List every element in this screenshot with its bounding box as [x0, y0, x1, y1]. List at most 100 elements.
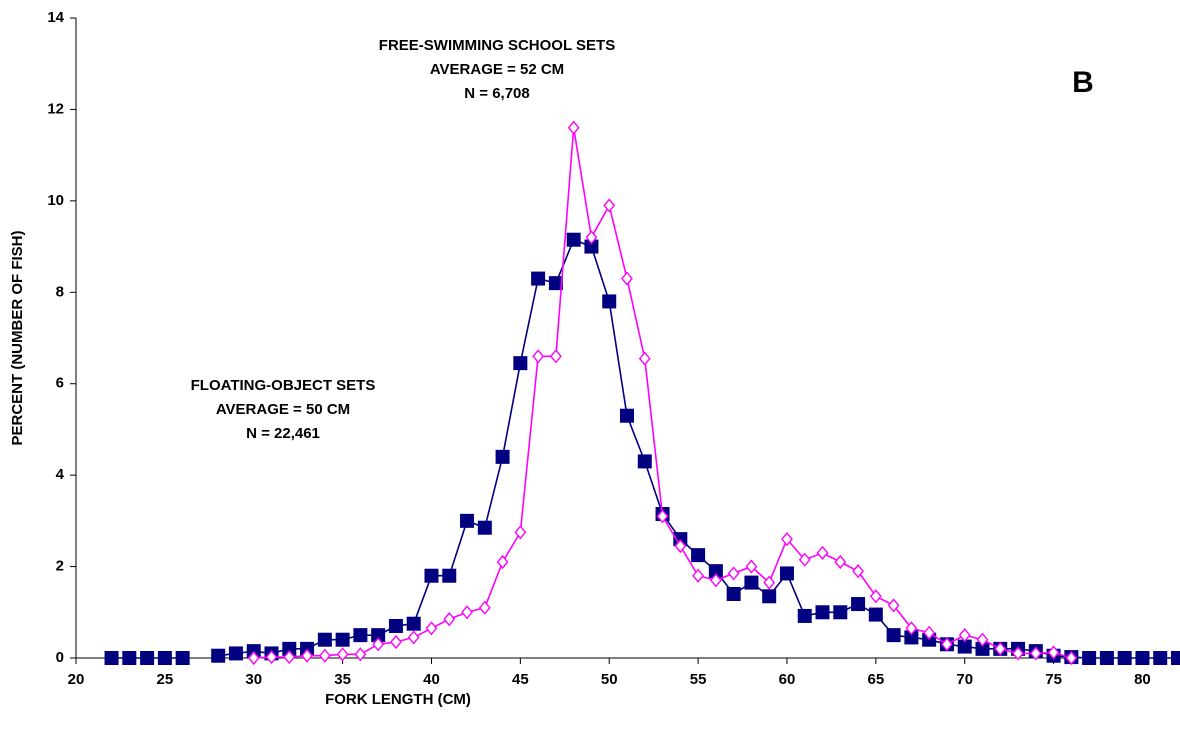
x-tick-label: 35 — [334, 671, 351, 688]
marker — [656, 509, 669, 524]
marker — [317, 632, 332, 647]
x-tick-label: 80 — [1134, 671, 1151, 688]
x-tick-label: 40 — [423, 671, 440, 688]
annotation: FREE-SWIMMING SCHOOL SETS — [379, 37, 615, 54]
marker — [1082, 651, 1097, 665]
marker — [798, 552, 811, 567]
marker — [353, 628, 368, 643]
marker — [122, 651, 137, 665]
x-tick-label: 45 — [512, 671, 529, 688]
marker — [797, 608, 812, 623]
marker — [1012, 646, 1024, 661]
marker — [692, 568, 705, 583]
marker — [584, 239, 599, 254]
y-tick-label: 6 — [56, 375, 64, 392]
marker — [887, 598, 900, 613]
marker — [335, 632, 350, 647]
marker — [104, 651, 119, 665]
y-tick-label: 10 — [47, 192, 64, 209]
marker — [566, 232, 581, 247]
marker — [744, 575, 759, 590]
marker — [1029, 646, 1042, 661]
marker — [140, 651, 155, 665]
marker — [1171, 651, 1180, 665]
marker — [1153, 651, 1168, 665]
marker — [495, 449, 510, 464]
x-axis-label: FORK LENGTH (CM) — [325, 691, 471, 708]
marker — [726, 587, 741, 601]
marker — [674, 538, 687, 554]
annotation: AVERAGE = 50 CM — [216, 401, 350, 418]
x-tick-label: 55 — [690, 671, 707, 688]
marker — [228, 646, 243, 661]
series-line — [253, 127, 1072, 659]
marker — [371, 628, 386, 643]
marker — [282, 641, 297, 656]
marker — [638, 351, 651, 366]
y-tick-label: 2 — [56, 558, 64, 575]
marker — [388, 619, 403, 633]
marker — [745, 559, 758, 574]
marker — [620, 408, 634, 423]
marker — [994, 641, 1007, 656]
marker — [354, 647, 367, 662]
marker — [407, 630, 420, 645]
marker — [425, 621, 438, 636]
marker — [868, 607, 883, 622]
marker — [211, 648, 226, 663]
y-axis-label: PERCENT (NUMBER OF FISH) — [9, 231, 26, 446]
marker — [603, 198, 616, 213]
marker — [531, 271, 546, 286]
marker — [461, 605, 473, 620]
marker — [460, 513, 475, 528]
marker — [1047, 645, 1060, 660]
marker — [637, 454, 652, 469]
marker — [318, 648, 331, 663]
marker — [406, 616, 421, 631]
marker — [958, 628, 971, 643]
marker — [265, 649, 278, 665]
marker — [886, 628, 901, 643]
series-line — [218, 238, 1178, 659]
panel-label: B — [1072, 66, 1094, 99]
marker — [941, 637, 953, 652]
marker — [833, 605, 848, 620]
marker — [442, 568, 457, 583]
marker — [621, 271, 633, 286]
x-tick-label: 70 — [956, 671, 973, 688]
marker — [157, 651, 172, 665]
marker — [708, 564, 723, 579]
marker — [905, 621, 918, 636]
x-tick-label: 30 — [245, 671, 262, 688]
marker — [976, 632, 989, 647]
x-tick-label: 20 — [68, 671, 85, 688]
marker — [815, 605, 830, 620]
marker — [247, 650, 260, 666]
marker — [852, 564, 864, 579]
y-tick-label: 12 — [47, 100, 64, 117]
marker — [301, 648, 313, 663]
marker — [548, 276, 563, 291]
marker — [424, 568, 439, 583]
marker — [957, 639, 972, 654]
marker — [834, 554, 847, 570]
marker — [779, 566, 794, 581]
marker — [478, 600, 491, 615]
marker — [781, 532, 793, 547]
marker — [496, 554, 509, 570]
marker — [763, 575, 776, 590]
marker — [816, 545, 829, 560]
annotation: FLOATING-OBJECT SETS — [191, 377, 376, 394]
marker — [390, 634, 402, 650]
x-tick-label: 60 — [779, 671, 796, 688]
marker — [1135, 651, 1150, 665]
annotation: AVERAGE = 52 CM — [430, 61, 564, 78]
marker — [602, 294, 617, 309]
marker — [585, 230, 598, 245]
annotation: N = 22,461 — [246, 425, 320, 442]
marker — [549, 349, 562, 364]
marker — [1065, 650, 1078, 666]
marker — [567, 120, 580, 135]
marker — [336, 647, 349, 662]
